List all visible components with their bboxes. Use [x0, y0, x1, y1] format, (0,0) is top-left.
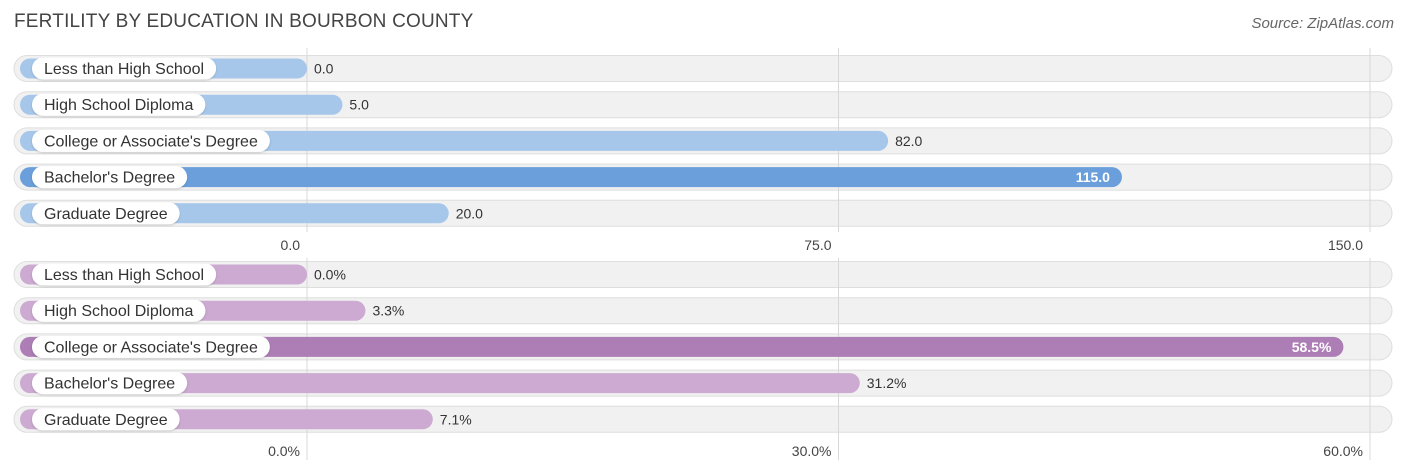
category-pill — [32, 93, 206, 116]
category-pill — [32, 166, 188, 189]
category-pill — [32, 299, 206, 322]
category-label: Bachelor's Degree — [44, 170, 175, 187]
category-pill — [32, 372, 188, 395]
category-label: High School Diploma — [44, 303, 194, 320]
source-credit: Source: ZipAtlas.com — [1251, 15, 1394, 32]
value-label: 58.5% — [1292, 339, 1332, 355]
row-background — [13, 55, 1393, 82]
tick-label: 30.0% — [792, 443, 832, 459]
tick-label: 0.0% — [268, 443, 300, 459]
row-background — [13, 261, 1393, 288]
category-pill — [32, 408, 180, 431]
category-label: Less than High School — [44, 61, 204, 78]
chart-title: FERTILITY BY EDUCATION IN BOURBON COUNTY — [14, 11, 474, 32]
value-label: 115.0 — [1076, 169, 1110, 185]
tick-label: 0.0 — [281, 237, 301, 253]
tick-label: 150.0 — [1328, 237, 1363, 253]
bar-college-or-associate-s-degree[interactable] — [20, 336, 1344, 357]
category-label: Graduate Degree — [44, 206, 168, 223]
category-label: Graduate Degree — [44, 412, 168, 429]
value-label: 82.0 — [895, 133, 922, 149]
value-label: 7.1% — [440, 411, 472, 427]
category-label: Less than High School — [44, 267, 204, 284]
tick-label: 75.0 — [804, 237, 831, 253]
category-pill — [32, 129, 270, 152]
category-label: College or Associate's Degree — [44, 133, 258, 150]
bar-bachelor-s-degree[interactable] — [20, 373, 860, 394]
value-label: 20.0 — [456, 205, 483, 221]
panel-birth-count: Less than High School 0.0 High School Dipl… — [13, 48, 1393, 253]
category-pill — [32, 263, 217, 286]
value-label: 31.2% — [867, 375, 907, 391]
value-label: 5.0 — [349, 97, 369, 113]
category-label: High School Diploma — [44, 97, 194, 114]
value-label: 0.0 — [314, 61, 334, 77]
category-pill — [32, 57, 217, 80]
category-pill — [32, 335, 270, 358]
category-label: College or Associate's Degree — [44, 339, 258, 356]
row-background — [13, 91, 1393, 119]
value-label: 0.0% — [314, 267, 346, 283]
panel-birth-percent: Less than High School 0.0% High School Dip… — [13, 258, 1393, 460]
bar-bachelor-s-degree[interactable] — [20, 167, 1122, 188]
tick-label: 60.0% — [1323, 443, 1363, 459]
value-label: 3.3% — [372, 303, 404, 319]
category-label: Bachelor's Degree — [44, 376, 175, 393]
category-pill — [32, 202, 180, 225]
